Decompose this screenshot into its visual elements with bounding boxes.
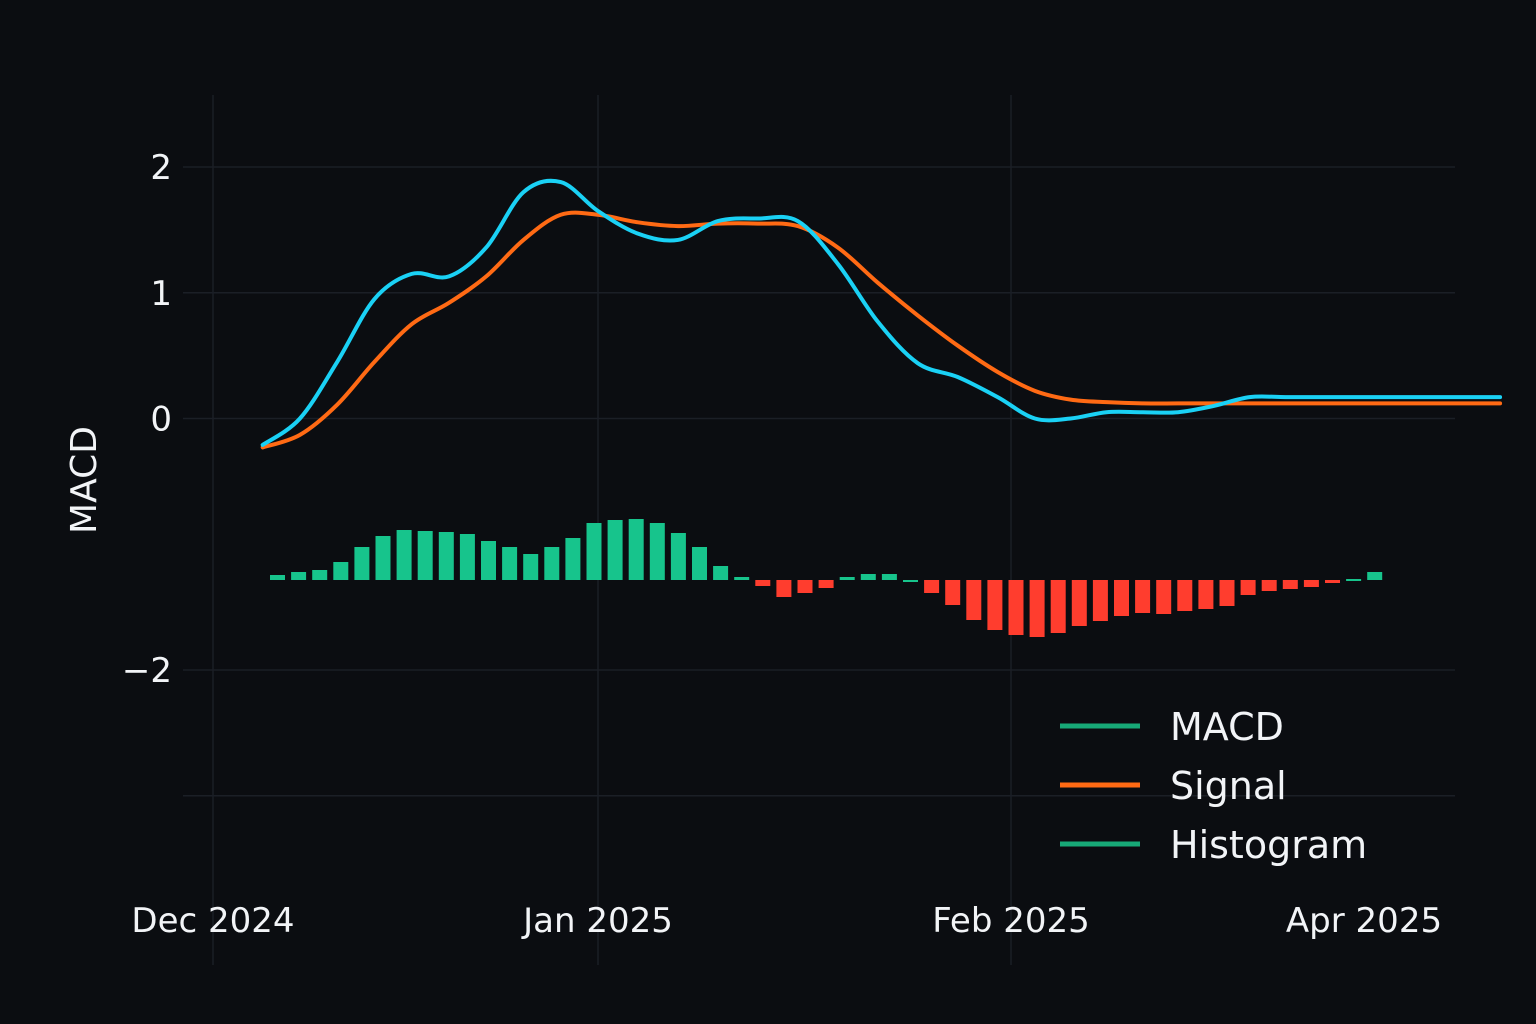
histogram-bar	[839, 577, 855, 580]
histogram-bar	[438, 532, 454, 580]
histogram-bar	[945, 580, 961, 605]
x-tick-label: Feb 2025	[932, 901, 1090, 941]
histogram-bar	[1325, 580, 1340, 583]
histogram-bar	[734, 577, 750, 580]
histogram-bar	[1177, 580, 1193, 611]
histogram-bar	[818, 580, 834, 588]
histogram-bar	[797, 580, 813, 593]
y-tick-label: −2	[122, 651, 172, 691]
histogram-bar	[1008, 580, 1024, 635]
histogram-bar	[903, 580, 918, 582]
histogram-bar	[1240, 580, 1256, 595]
histogram-bar	[987, 580, 1003, 630]
histogram-bar	[924, 580, 940, 593]
histogram-bar	[860, 574, 876, 580]
histogram-bar	[1198, 580, 1214, 609]
histogram-bar	[1029, 580, 1045, 637]
legend-label: MACD	[1170, 705, 1284, 749]
legend-label: Signal	[1170, 764, 1287, 808]
histogram-bar	[1092, 580, 1108, 621]
histogram-bar	[417, 531, 433, 580]
histogram-bar	[565, 538, 581, 580]
histogram-bar	[607, 520, 623, 580]
histogram-bar	[713, 566, 729, 580]
histogram-bar	[1219, 580, 1235, 606]
x-tick-labels: Dec 2024 Jan 2025 Feb 2025 Apr 2025	[131, 901, 1442, 941]
histogram-bar	[966, 580, 982, 620]
histogram-bar	[312, 570, 328, 580]
histogram-bar	[270, 575, 285, 580]
y-tick-label: 0	[150, 400, 172, 440]
histogram-bar	[481, 541, 496, 580]
histogram-bar	[375, 536, 391, 580]
histogram-bar	[1156, 580, 1172, 614]
legend: MACD Signal Histogram	[1060, 705, 1367, 867]
y-tick-labels: 2 1 0 −2	[122, 148, 172, 691]
histogram-bar	[1135, 580, 1151, 613]
signal-line	[260, 210, 1503, 450]
histogram-bar	[1050, 580, 1066, 633]
histogram-bar	[1367, 572, 1383, 580]
histogram-bar	[586, 523, 602, 580]
histogram-bar	[670, 533, 686, 580]
histogram-bars	[270, 519, 1383, 637]
histogram-bar	[692, 547, 707, 580]
x-tick-label: Apr 2025	[1286, 901, 1442, 941]
histogram-bar	[291, 572, 307, 580]
histogram-bar	[649, 523, 665, 580]
y-tick-label: 1	[150, 274, 172, 314]
macd-line	[260, 178, 1503, 447]
histogram-bar	[628, 519, 644, 580]
line-series	[260, 178, 1503, 450]
x-tick-label: Dec 2024	[131, 901, 294, 941]
histogram-bar	[1346, 579, 1362, 581]
histogram-bar	[755, 580, 771, 586]
histogram-bar	[776, 580, 792, 597]
y-tick-label: 2	[150, 148, 172, 188]
histogram-bar	[544, 547, 560, 580]
histogram-bar	[1114, 580, 1129, 616]
histogram-bar	[1282, 580, 1298, 589]
histogram-bar	[1303, 580, 1319, 587]
histogram-bar	[502, 547, 518, 580]
histogram-bar	[881, 574, 897, 580]
histogram-bar	[1071, 580, 1087, 626]
x-tick-label: Jan 2025	[521, 901, 673, 941]
histogram-bar	[459, 534, 475, 580]
histogram-bar	[354, 547, 370, 580]
histogram-bar	[1261, 580, 1277, 591]
grid-lines	[183, 95, 1455, 965]
histogram-bar	[396, 530, 412, 580]
histogram-bar	[333, 562, 349, 580]
histogram-bar	[523, 554, 539, 580]
y-axis-title: MACD	[64, 426, 105, 534]
legend-label: Histogram	[1170, 823, 1367, 867]
